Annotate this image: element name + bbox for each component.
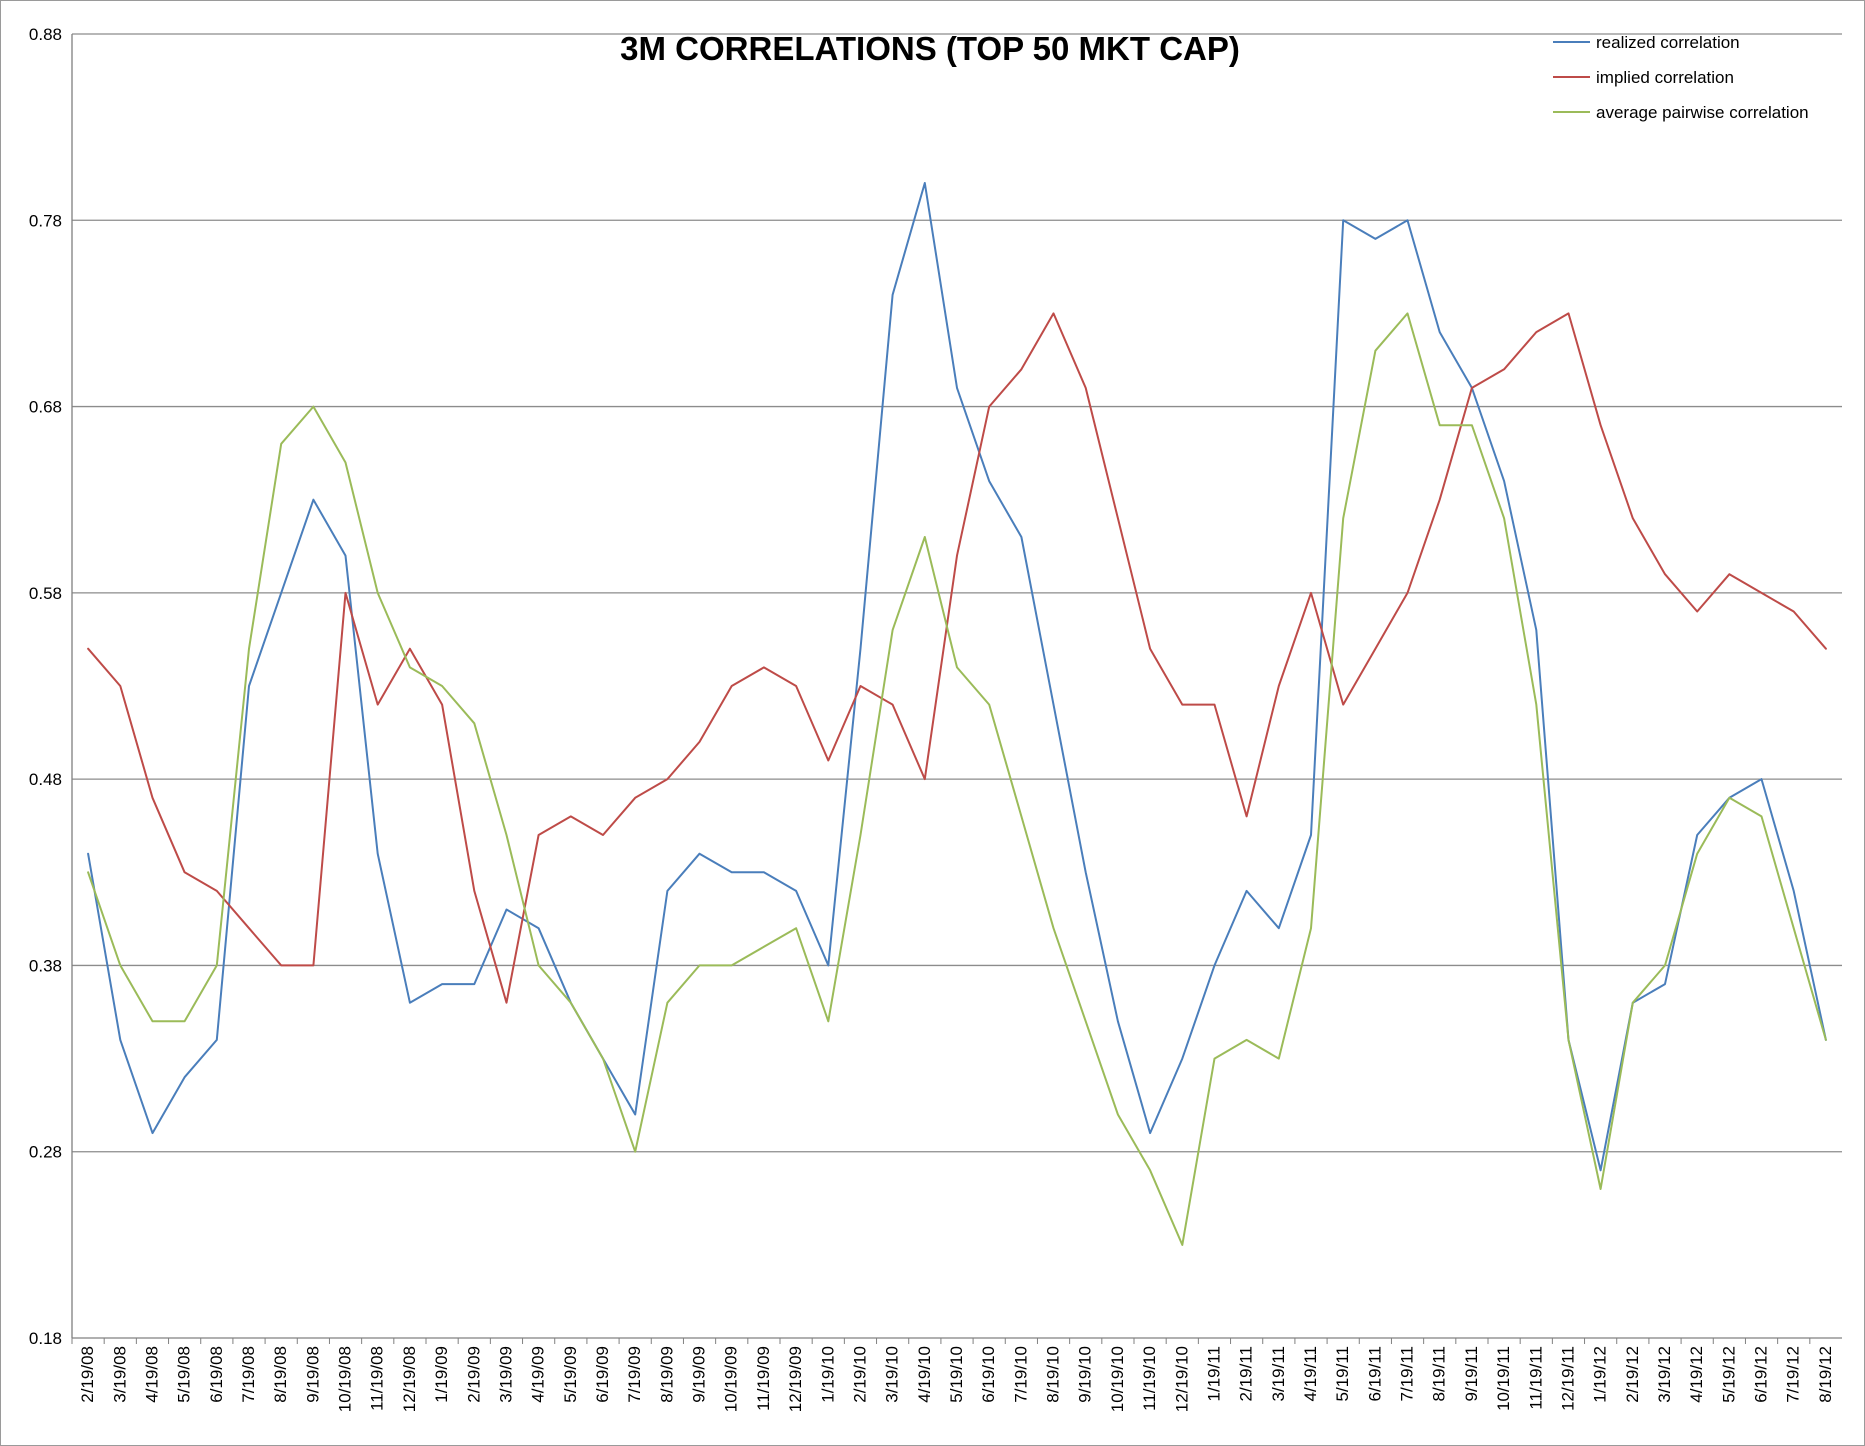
- x-tick-label: 1/19/12: [1591, 1346, 1610, 1403]
- x-tick-label: 5/19/12: [1719, 1346, 1738, 1403]
- x-tick-label: 4/19/10: [915, 1346, 934, 1403]
- x-tick-label: 1/19/09: [432, 1346, 451, 1403]
- y-axis-tick-labels: 0.18 0.28 0.38 0.48 0.58 0.68 0.78 0.88: [29, 25, 62, 1348]
- x-tick-label: 1/19/10: [818, 1346, 837, 1403]
- x-tick-label: 3/19/12: [1655, 1346, 1674, 1403]
- x-tick-label: 8/19/12: [1816, 1346, 1835, 1403]
- x-tick-label: 3/19/09: [496, 1346, 515, 1403]
- x-tick-label: 2/19/12: [1623, 1346, 1642, 1403]
- x-tick-label: 4/19/12: [1687, 1346, 1706, 1403]
- x-tick-label: 12/19/10: [1172, 1346, 1191, 1412]
- x-tick-label: 3/19/11: [1269, 1346, 1288, 1401]
- x-tick-label: 2/19/11: [1237, 1346, 1256, 1401]
- x-tick-label: 7/19/08: [239, 1346, 258, 1403]
- legend-label: average pairwise correlation: [1596, 103, 1809, 122]
- x-tick-label: 8/19/09: [657, 1346, 676, 1403]
- x-tick-label: 2/19/09: [464, 1346, 483, 1403]
- x-tick-label: 12/19/11: [1558, 1346, 1577, 1411]
- series-line-1: [87, 182, 1827, 1172]
- y-tick-label: 0.58: [29, 584, 62, 603]
- x-tick-label: 4/19/09: [529, 1346, 548, 1403]
- legend: realized correlation implied correlation a…: [1553, 33, 1809, 122]
- x-axis-tick-labels: 2/19/08 3/19/08 4/19/08 5/19/08 6/19/08 7/19/…: [71, 1338, 1835, 1412]
- x-tick-label: 10/19/11: [1494, 1346, 1513, 1411]
- x-tick-label: 6/19/12: [1752, 1346, 1771, 1403]
- x-tick-label: 3/19/08: [110, 1346, 129, 1403]
- x-tick-label: 11/19/11: [1526, 1346, 1545, 1410]
- x-tick-label: 5/19/09: [561, 1346, 580, 1403]
- x-tick-label: 7/19/12: [1784, 1346, 1803, 1403]
- series-line-2: [87, 312, 1827, 1004]
- x-tick-label: 9/19/10: [1076, 1346, 1095, 1403]
- x-tick-label: 7/19/09: [625, 1346, 644, 1403]
- x-tick-label: 10/19/09: [722, 1346, 741, 1412]
- y-tick-label: 0.88: [29, 25, 62, 44]
- x-tick-label: 8/19/11: [1430, 1346, 1449, 1401]
- series-line-3: [87, 312, 1827, 1246]
- x-tick-label: 9/19/11: [1462, 1346, 1481, 1401]
- y-tick-label: 0.68: [29, 398, 62, 417]
- x-tick-label: 5/19/11: [1333, 1346, 1352, 1401]
- x-tick-label: 4/19/11: [1301, 1346, 1320, 1401]
- x-tick-label: 5/19/08: [175, 1346, 194, 1403]
- x-tick-label: 5/19/10: [947, 1346, 966, 1403]
- y-tick-label: 0.48: [29, 770, 62, 789]
- x-tick-label: 12/19/09: [786, 1346, 805, 1412]
- x-tick-label: 9/19/08: [303, 1346, 322, 1403]
- x-tick-label: 4/19/08: [142, 1346, 161, 1403]
- legend-label: implied correlation: [1596, 68, 1734, 87]
- x-tick-label: 10/19/10: [1108, 1346, 1127, 1412]
- y-tick-label: 0.78: [29, 211, 62, 230]
- x-tick-label: 7/19/10: [1011, 1346, 1030, 1403]
- series-lines: [87, 182, 1827, 1246]
- x-tick-label: 10/19/08: [336, 1346, 355, 1412]
- x-tick-label: 1/19/11: [1204, 1346, 1223, 1401]
- x-tick-label: 2/19/08: [78, 1346, 97, 1403]
- x-tick-label: 6/19/09: [593, 1346, 612, 1403]
- x-tick-label: 8/19/10: [1044, 1346, 1063, 1403]
- gridlines: [72, 33, 1842, 1153]
- legend-label: realized correlation: [1596, 33, 1740, 52]
- y-tick-label: 0.28: [29, 1143, 62, 1162]
- x-tick-label: 3/19/10: [883, 1346, 902, 1403]
- x-tick-label: 11/19/08: [368, 1346, 387, 1411]
- x-tick-label: 7/19/11: [1398, 1346, 1417, 1401]
- chart-title: 3M CORRELATIONS (TOP 50 MKT CAP): [620, 30, 1240, 67]
- x-tick-label: 12/19/08: [400, 1346, 419, 1412]
- y-tick-label: 0.38: [29, 956, 62, 975]
- x-tick-label: 6/19/11: [1365, 1346, 1384, 1401]
- x-tick-label: 8/19/08: [271, 1346, 290, 1403]
- x-tick-label: 11/19/10: [1140, 1346, 1159, 1411]
- y-tick-label: 0.18: [29, 1329, 62, 1348]
- x-tick-label: 11/19/09: [754, 1346, 773, 1411]
- x-tick-label: 9/19/09: [690, 1346, 709, 1403]
- x-tick-label: 6/19/10: [979, 1346, 998, 1403]
- x-tick-label: 6/19/08: [207, 1346, 226, 1403]
- x-tick-label: 2/19/10: [850, 1346, 869, 1403]
